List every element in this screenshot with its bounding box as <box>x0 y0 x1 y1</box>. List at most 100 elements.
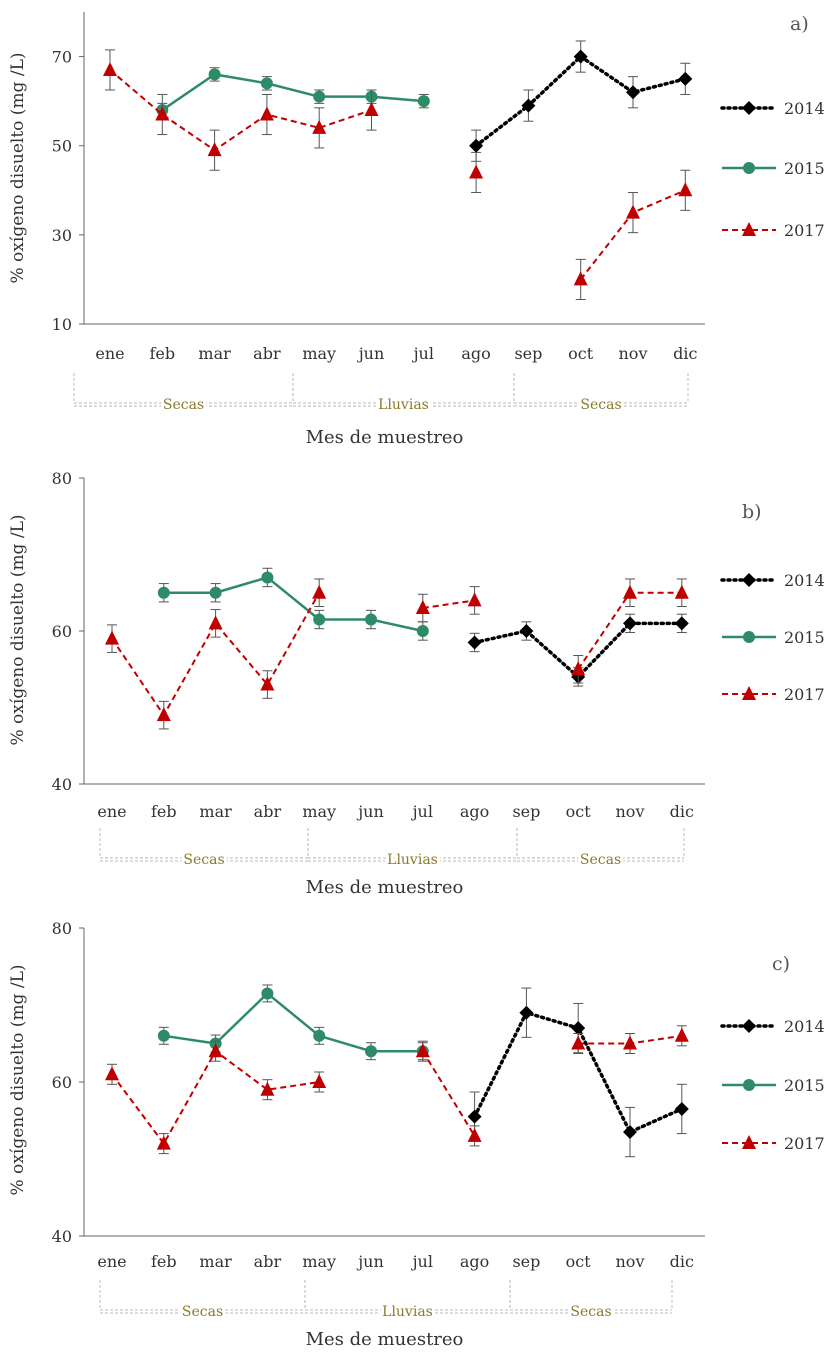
legend-label-2014: 2014 <box>784 1017 825 1036</box>
x-tick-label: jun <box>357 344 385 363</box>
x-axis-label: Mes de muestreo <box>306 877 464 898</box>
data-point-2014 <box>467 635 482 650</box>
x-tick-label: jun <box>356 802 384 821</box>
data-point-2015 <box>157 586 170 599</box>
x-tick-label: feb <box>149 344 175 363</box>
x-tick-label: feb <box>151 802 177 821</box>
series-2015 <box>157 567 429 641</box>
season-label: Lluvias <box>382 1304 433 1320</box>
series-line-2015 <box>163 576 424 633</box>
x-tick-label: oct <box>566 1252 592 1271</box>
series-line-2017 <box>111 592 321 717</box>
x-tick-label: feb <box>151 1252 177 1271</box>
data-point-2015 <box>417 95 430 108</box>
season-label: Lluvias <box>378 397 429 413</box>
data-point-2015 <box>365 1045 377 1058</box>
x-tick-label: sep <box>512 1252 540 1271</box>
x-tick-label: mar <box>199 802 232 821</box>
data-point-2017 <box>626 204 640 219</box>
data-point-2014 <box>674 1101 689 1116</box>
x-tick-label: nov <box>619 344 648 363</box>
x-tick-label: may <box>302 1252 336 1271</box>
x-tick-label: abr <box>253 344 281 363</box>
legend-label-2017: 2017 <box>784 221 825 240</box>
y-tick-label: 70 <box>52 48 72 67</box>
chart-panel-b: 40 60 80 ene feb mar abr may jun jul ago sep oct nov d… <box>8 469 825 898</box>
data-point-2017 <box>260 676 275 691</box>
data-point-2017 <box>623 584 637 599</box>
data-point-2014 <box>521 98 536 113</box>
season-label: Secas <box>163 397 204 413</box>
x-axis-label: Mes de muestreo <box>306 427 464 448</box>
data-point-2015 <box>365 613 377 626</box>
data-point-2017 <box>155 106 170 121</box>
x-tick-label: sep <box>512 802 540 821</box>
y-tick-label: 10 <box>52 315 72 334</box>
y-axis-label: % oxígeno disuelto (mg /L) <box>8 515 28 746</box>
data-point-2017 <box>208 615 223 630</box>
x-tick-label: ago <box>460 802 489 821</box>
series-2014 <box>467 987 689 1158</box>
x-tick-label: sep <box>514 344 542 363</box>
data-point-2015 <box>260 77 273 90</box>
legend-marker-2017 <box>742 686 756 700</box>
data-point-2017 <box>312 1074 327 1088</box>
x-tick-label: jul <box>411 1252 433 1271</box>
data-point-2017 <box>573 271 588 286</box>
data-point-2015 <box>313 1029 326 1042</box>
season-label: Secas <box>183 852 224 868</box>
data-point-2017 <box>312 584 327 599</box>
data-point-2015 <box>157 1029 170 1042</box>
x-tick-label: nov <box>616 802 645 821</box>
x-tick-label: ene <box>97 802 126 821</box>
x-tick-label: dic <box>670 802 694 821</box>
series-line-2015 <box>161 73 424 112</box>
legend-label-2017: 2017 <box>784 1134 825 1153</box>
y-axis-label: % oxígeno disuelto (mg /L) <box>8 53 28 284</box>
data-point-2017 <box>364 102 379 117</box>
series-line-2017 <box>422 599 475 610</box>
x-tick-label: oct <box>568 344 594 363</box>
season-label: Secas <box>580 397 621 413</box>
legend-label-2015: 2015 <box>784 159 825 178</box>
legend-label-2017: 2017 <box>784 685 825 704</box>
x-tick-label: ago <box>460 1252 489 1271</box>
y-tick-label: 50 <box>52 137 72 156</box>
x-tick-label: abr <box>254 802 282 821</box>
data-point-2017 <box>156 707 171 722</box>
x-tick-label: nov <box>616 1252 645 1271</box>
y-tick-label: 60 <box>52 622 72 641</box>
panel-label: b) <box>742 501 762 523</box>
data-point-2015 <box>261 571 274 584</box>
data-point-2017 <box>156 1135 171 1150</box>
data-point-2017 <box>105 1066 119 1081</box>
legend-marker-2015 <box>743 162 755 174</box>
legend-marker-2017 <box>742 222 756 236</box>
series-2017 <box>103 49 693 300</box>
data-point-2017 <box>674 584 689 599</box>
data-point-2017 <box>415 1043 430 1058</box>
legend-marker-2017 <box>742 1135 756 1149</box>
data-point-2017 <box>674 1027 689 1042</box>
data-point-2017 <box>469 164 484 179</box>
data-point-2015 <box>416 625 429 637</box>
x-tick-label: mar <box>198 344 231 363</box>
data-point-2017 <box>678 182 693 197</box>
data-point-2017 <box>415 600 430 615</box>
data-point-2014 <box>519 1005 534 1020</box>
legend-marker-2014 <box>742 573 756 587</box>
data-point-2014 <box>674 616 689 631</box>
chart-panel-a: 10 30 50 70 ene feb mar abr may jun jul ago sep oct no… <box>8 12 825 448</box>
x-axis-label: Mes de muestreo <box>306 1329 464 1350</box>
x-tick-label: ago <box>461 344 490 363</box>
legend-label-2014: 2014 <box>784 571 825 590</box>
x-tick-label: jul <box>412 344 434 363</box>
data-point-2014 <box>519 624 534 638</box>
data-point-2015 <box>208 68 221 81</box>
data-point-2017 <box>259 106 274 121</box>
series-2015 <box>156 67 430 118</box>
data-point-2014 <box>469 138 484 153</box>
data-point-2017 <box>623 1035 637 1050</box>
panel-label: a) <box>790 13 809 35</box>
